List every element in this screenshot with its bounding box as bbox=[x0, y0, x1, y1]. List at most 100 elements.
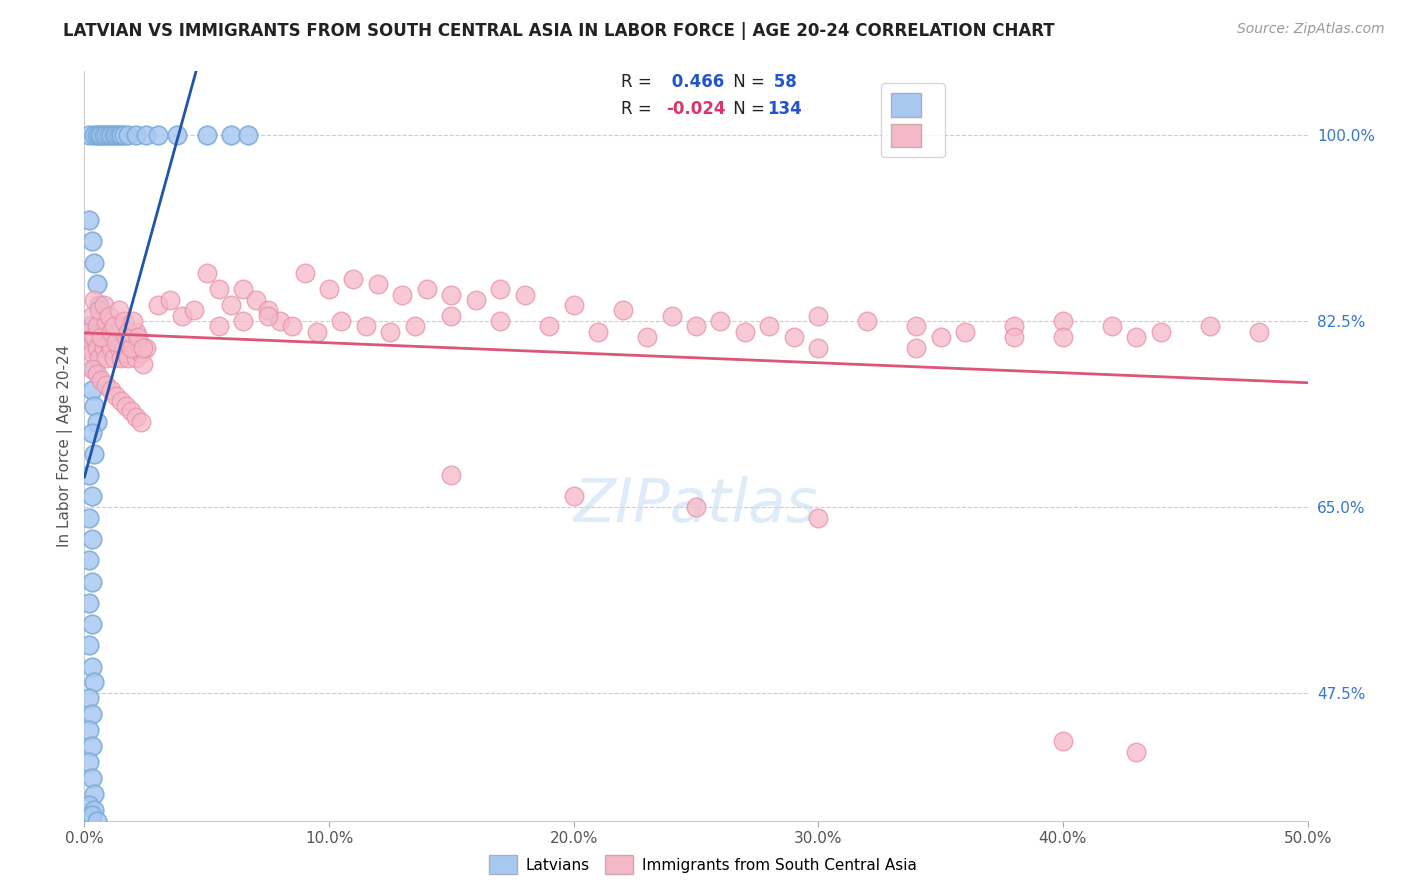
Point bbox=[83, 803, 105, 817]
Point bbox=[489, 282, 512, 296]
Point bbox=[1125, 745, 1147, 759]
Point bbox=[538, 319, 561, 334]
Point bbox=[953, 325, 976, 339]
Point bbox=[1052, 734, 1074, 748]
Point bbox=[122, 341, 145, 355]
Point bbox=[513, 287, 536, 301]
Point bbox=[1198, 319, 1220, 334]
Point bbox=[105, 388, 128, 402]
Point bbox=[80, 346, 103, 360]
Point bbox=[80, 739, 103, 754]
Point bbox=[86, 368, 108, 382]
Point bbox=[685, 319, 707, 334]
Point bbox=[77, 325, 100, 339]
Point bbox=[100, 128, 122, 142]
Point bbox=[117, 351, 139, 366]
Text: N =: N = bbox=[728, 73, 770, 91]
Point bbox=[758, 319, 780, 334]
Point bbox=[83, 362, 105, 376]
Point bbox=[86, 277, 108, 291]
Point bbox=[83, 255, 105, 269]
Point bbox=[97, 335, 120, 350]
Point bbox=[305, 325, 328, 339]
Point bbox=[257, 309, 280, 323]
Point bbox=[80, 490, 103, 504]
Point bbox=[159, 293, 181, 307]
Point bbox=[232, 282, 254, 296]
Point bbox=[112, 314, 135, 328]
Point bbox=[83, 293, 105, 307]
Point bbox=[146, 128, 169, 142]
Text: 58: 58 bbox=[768, 73, 796, 91]
Text: ZIPatlas: ZIPatlas bbox=[574, 476, 818, 535]
Point bbox=[464, 293, 486, 307]
Point bbox=[125, 325, 148, 339]
Point bbox=[77, 797, 100, 812]
Point bbox=[404, 319, 426, 334]
Point bbox=[86, 128, 108, 142]
Point bbox=[380, 325, 402, 339]
Point bbox=[807, 510, 830, 524]
Point bbox=[77, 468, 100, 483]
Point bbox=[172, 309, 194, 323]
Point bbox=[125, 128, 148, 142]
Point bbox=[100, 341, 122, 355]
Point bbox=[929, 330, 952, 344]
Point bbox=[129, 346, 152, 360]
Point bbox=[195, 266, 218, 280]
Point bbox=[661, 309, 683, 323]
Point bbox=[1150, 325, 1173, 339]
Point bbox=[80, 235, 103, 249]
Point bbox=[685, 500, 707, 515]
Point bbox=[219, 298, 242, 312]
Point bbox=[734, 325, 756, 339]
Point bbox=[342, 271, 364, 285]
Point bbox=[80, 341, 103, 355]
Point bbox=[367, 277, 389, 291]
Point bbox=[83, 330, 105, 344]
Point bbox=[122, 314, 145, 328]
Point bbox=[166, 128, 188, 142]
Point bbox=[905, 341, 928, 355]
Text: -0.024: -0.024 bbox=[666, 100, 725, 118]
Point bbox=[105, 128, 128, 142]
Point bbox=[90, 330, 112, 344]
Point bbox=[100, 383, 122, 397]
Y-axis label: In Labor Force | Age 20-24: In Labor Force | Age 20-24 bbox=[58, 345, 73, 547]
Point bbox=[96, 128, 118, 142]
Point bbox=[232, 314, 254, 328]
Point bbox=[354, 319, 377, 334]
Point bbox=[77, 553, 100, 567]
Point bbox=[76, 341, 98, 355]
Point bbox=[80, 425, 103, 440]
Point bbox=[97, 309, 120, 323]
Point bbox=[103, 128, 125, 142]
Point bbox=[120, 330, 142, 344]
Point bbox=[80, 707, 103, 722]
Point bbox=[83, 399, 105, 413]
Legend: Latvians, Immigrants from South Central Asia: Latvians, Immigrants from South Central … bbox=[484, 849, 922, 880]
Point bbox=[103, 351, 125, 366]
Point bbox=[135, 128, 157, 142]
Point bbox=[93, 128, 115, 142]
Point bbox=[96, 314, 118, 328]
Point bbox=[90, 128, 112, 142]
Point bbox=[83, 787, 105, 801]
Point bbox=[330, 314, 353, 328]
Point bbox=[112, 341, 135, 355]
Point bbox=[1002, 319, 1025, 334]
Point bbox=[83, 128, 105, 142]
Point bbox=[112, 128, 135, 142]
Point bbox=[86, 319, 108, 334]
Text: R =: R = bbox=[621, 73, 658, 91]
Point bbox=[117, 325, 139, 339]
Point bbox=[807, 341, 830, 355]
Point bbox=[125, 409, 148, 424]
Point bbox=[80, 771, 103, 785]
Point bbox=[245, 293, 267, 307]
Point bbox=[105, 330, 128, 344]
Point bbox=[115, 330, 138, 344]
Point bbox=[183, 303, 205, 318]
Point bbox=[83, 447, 105, 461]
Point bbox=[80, 574, 103, 589]
